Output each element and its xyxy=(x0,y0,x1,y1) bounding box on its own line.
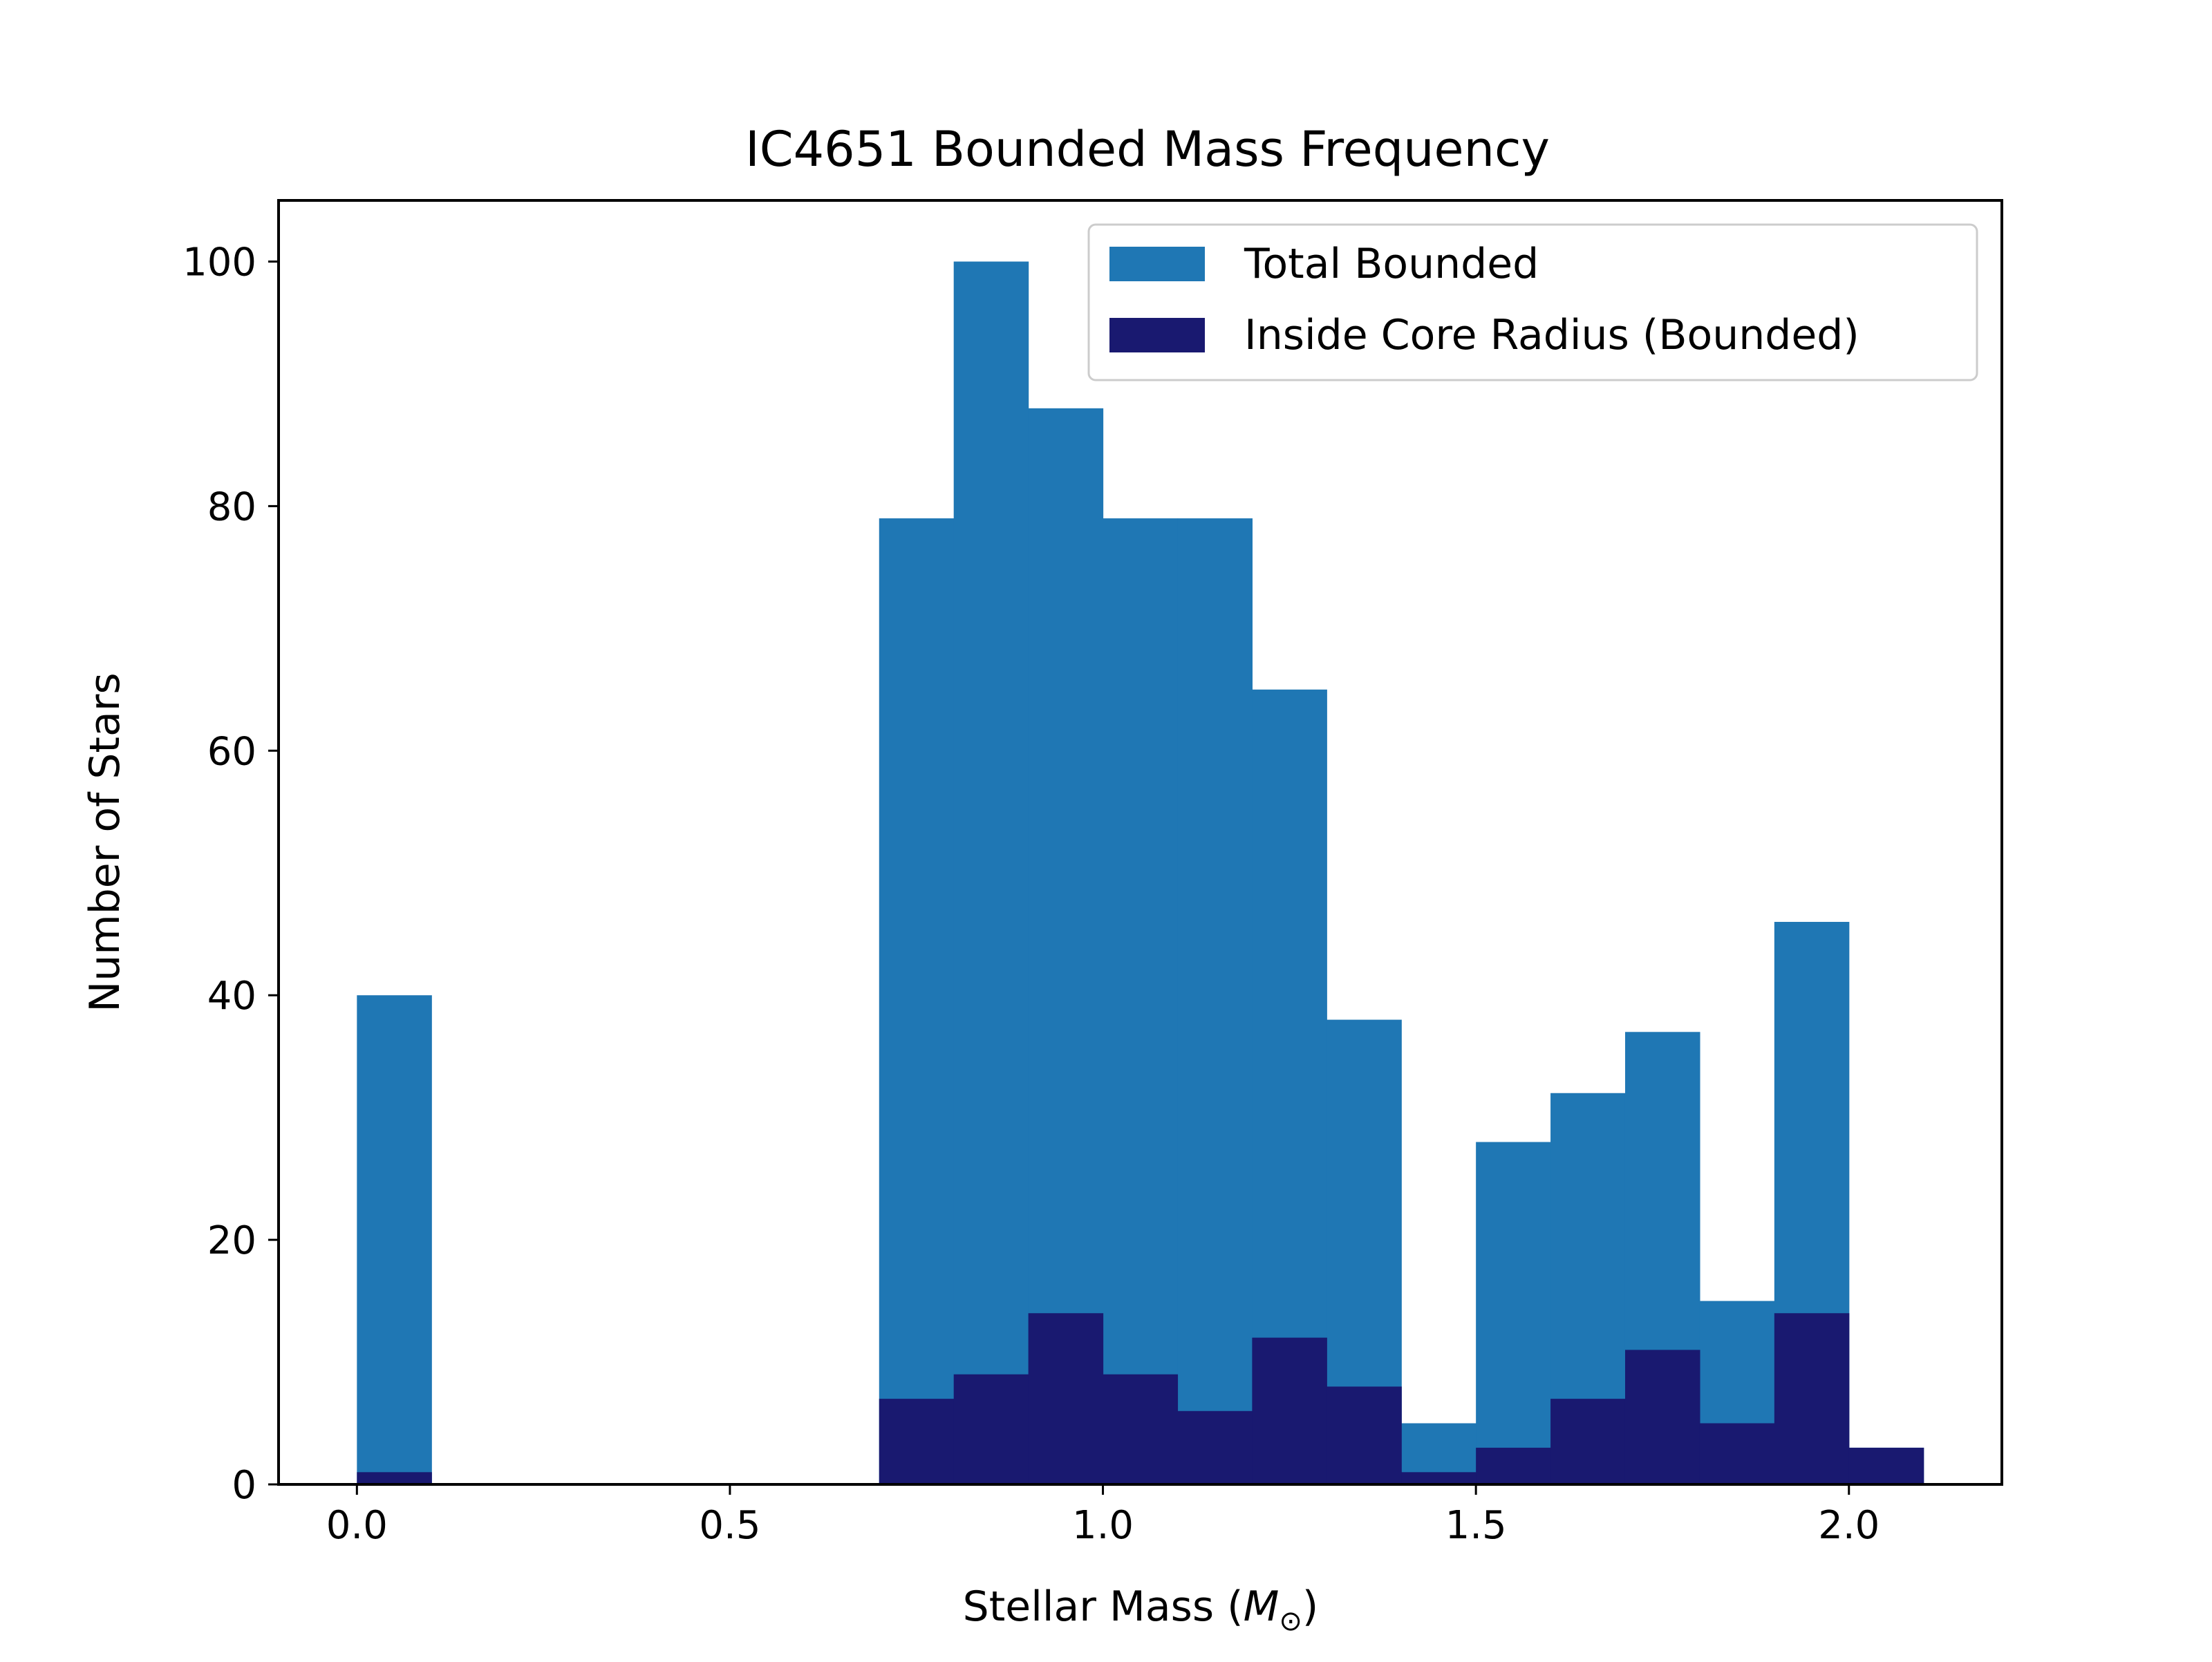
x-tick-label: 1.5 xyxy=(1445,1503,1507,1548)
bar-inside-core-13 xyxy=(1327,1386,1402,1484)
y-tick-label: 60 xyxy=(207,729,256,774)
bar-total-bounded-7 xyxy=(879,518,955,1484)
y-tick-label: 40 xyxy=(207,974,256,1019)
chart-title: IC4651 Bounded Mass Frequency xyxy=(745,121,1550,178)
legend: Total Bounded Inside Core Radius (Bounde… xyxy=(1087,223,1978,381)
x-tick-label: 1.0 xyxy=(1072,1503,1134,1548)
x-tick-label: 0.5 xyxy=(699,1503,760,1548)
legend-box xyxy=(1087,223,1978,381)
bar-total-bounded-15 xyxy=(1476,1142,1551,1484)
y-tick-label: 80 xyxy=(207,484,256,529)
y-axis-label: Number of Stars xyxy=(81,672,129,1012)
bar-inside-core-9 xyxy=(1028,1313,1104,1484)
x-axis-label: Stellar Mass (M⊙) xyxy=(963,1583,1319,1637)
y-tick-label: 20 xyxy=(207,1218,256,1263)
y-tick-label: 100 xyxy=(182,240,256,285)
x-tick-label: 2.0 xyxy=(1818,1503,1880,1548)
bar-inside-core-10 xyxy=(1103,1374,1179,1484)
bar-inside-core-8 xyxy=(953,1374,1029,1484)
bar-total-bounded-9 xyxy=(1028,408,1104,1484)
bar-inside-core-19 xyxy=(1774,1313,1850,1484)
bar-inside-core-11 xyxy=(1177,1410,1253,1484)
legend-label-inside-core-radius: Inside Core Radius (Bounded) xyxy=(1244,311,1859,359)
bar-total-bounded-0 xyxy=(357,995,432,1484)
bar-total-bounded-10 xyxy=(1103,518,1179,1484)
bar-inside-core-7 xyxy=(879,1399,955,1484)
plot-frame xyxy=(277,199,2003,1486)
y-tick-label: 0 xyxy=(232,1463,256,1508)
bar-inside-core-0 xyxy=(357,1472,432,1484)
bar-inside-core-14 xyxy=(1401,1472,1477,1484)
bar-total-bounded-8 xyxy=(953,261,1029,1484)
bar-inside-core-12 xyxy=(1252,1337,1327,1484)
x-axis-ticks: 0.0 0.5 1.0 1.5 2.0 xyxy=(326,1484,1880,1548)
bar-inside-core-20 xyxy=(1848,1447,1924,1484)
bar-total-bounded-11 xyxy=(1177,518,1253,1484)
bar-inside-core-17 xyxy=(1624,1350,1700,1484)
y-axis-ticks: 0 20 40 60 80 100 xyxy=(182,240,279,1508)
legend-swatch-total-bounded xyxy=(1109,247,1205,281)
x-tick-label: 0.0 xyxy=(326,1503,388,1548)
series-inside-core-radius xyxy=(357,1313,1924,1484)
bar-inside-core-16 xyxy=(1550,1399,1626,1484)
bar-inside-core-15 xyxy=(1476,1447,1551,1484)
bar-inside-core-18 xyxy=(1699,1423,1775,1484)
legend-label-total-bounded: Total Bounded xyxy=(1244,240,1539,288)
legend-swatch-inside-core-radius xyxy=(1109,318,1205,352)
